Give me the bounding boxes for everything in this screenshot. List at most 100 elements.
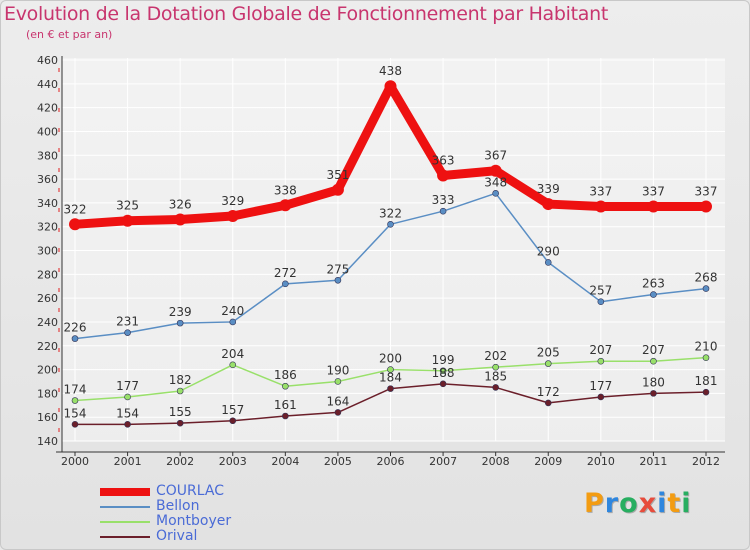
data-label: 339 xyxy=(537,182,560,196)
data-point xyxy=(702,285,710,292)
x-tick-label: 2004 xyxy=(271,455,299,468)
y-tick-label: 420 xyxy=(37,102,58,115)
data-point xyxy=(437,169,450,182)
data-label: 329 xyxy=(221,194,244,208)
logo-letter: t xyxy=(667,488,682,519)
data-point xyxy=(229,318,237,326)
y-tick-label: 460 xyxy=(37,54,58,67)
data-label: 337 xyxy=(642,184,665,198)
data-label: 239 xyxy=(169,305,192,319)
data-label: 272 xyxy=(274,266,297,280)
y-tick-label: 380 xyxy=(37,149,58,162)
data-label: 268 xyxy=(695,271,718,285)
chart-subtitle: (en € et par an) xyxy=(26,28,113,41)
legend-label: COURLAC xyxy=(156,483,224,499)
data-label: 164 xyxy=(326,394,349,408)
plot-area xyxy=(62,58,725,441)
data-point xyxy=(492,384,499,391)
data-label: 154 xyxy=(116,406,139,420)
logo-letter: r xyxy=(604,488,620,519)
logo-letter: o xyxy=(619,488,639,519)
logo-letter: i xyxy=(681,488,692,519)
data-point xyxy=(647,200,660,213)
data-point xyxy=(69,218,81,231)
x-tick-label: 2010 xyxy=(587,455,615,468)
data-label: 322 xyxy=(379,206,402,220)
data-point xyxy=(229,417,237,425)
data-point xyxy=(124,393,131,401)
data-label: 202 xyxy=(484,349,507,363)
y-tick-label: 220 xyxy=(37,340,58,353)
legend-swatch xyxy=(100,506,150,508)
series-points xyxy=(69,80,712,428)
y-tick-label: 400 xyxy=(37,125,58,138)
data-point xyxy=(334,409,342,416)
brand-logo: Proxiti xyxy=(584,488,692,519)
data-label: 333 xyxy=(432,193,455,207)
data-point xyxy=(71,397,79,404)
data-point xyxy=(331,183,344,196)
logo-letter: P xyxy=(584,488,605,519)
x-tick-label: 2009 xyxy=(534,455,562,468)
data-point xyxy=(282,412,289,420)
legend-label: Bellon xyxy=(156,498,200,514)
legend-label: Montboyer xyxy=(156,513,232,529)
data-label: 188 xyxy=(432,366,455,380)
data-label: 290 xyxy=(537,244,560,258)
data-label: 325 xyxy=(116,199,139,213)
y-tick-labels: 140 160 180 200 220 240 260 280 300 320 340 360 380 4… xyxy=(37,54,58,448)
y-tick-label: 200 xyxy=(37,364,58,377)
data-point xyxy=(489,164,502,177)
data-label: 157 xyxy=(221,403,244,417)
data-label: 207 xyxy=(589,343,612,357)
x-tick-label: 2003 xyxy=(219,455,247,468)
data-label: 326 xyxy=(169,198,192,212)
data-point xyxy=(176,387,184,395)
x-tick-label: 2012 xyxy=(692,455,720,468)
y-tick-label: 280 xyxy=(37,268,58,281)
data-point xyxy=(226,209,239,222)
x-tick-label: 2011 xyxy=(639,455,667,468)
y-tick-label: 360 xyxy=(37,173,58,186)
x-tick-label: 2000 xyxy=(61,455,89,468)
data-point xyxy=(176,419,184,427)
x-tick-label: 2006 xyxy=(377,455,405,468)
logo-letter: i xyxy=(657,488,668,519)
data-label: 337 xyxy=(589,184,612,198)
data-point xyxy=(650,357,657,365)
data-label: 231 xyxy=(116,315,139,329)
y-tick-label: 440 xyxy=(37,78,58,91)
y-tick-label: 160 xyxy=(37,411,58,424)
data-labels: 154 154 155 157 161 164 184 188 185 172 177 180 181 1… xyxy=(64,64,718,420)
y-tick-label: 140 xyxy=(37,435,58,448)
data-label: 438 xyxy=(379,64,402,78)
data-label: 367 xyxy=(484,149,507,163)
data-label: 184 xyxy=(379,371,402,385)
data-point xyxy=(542,198,555,211)
data-point xyxy=(334,378,342,385)
x-tick-label: 2001 xyxy=(114,455,142,468)
data-label: 351 xyxy=(326,168,349,182)
data-point xyxy=(650,390,657,397)
chart-title: Evolution de la Dotation Globale de Fonc… xyxy=(4,3,609,25)
grid-lines xyxy=(62,58,725,442)
data-point xyxy=(121,214,134,227)
y-tick-label: 340 xyxy=(37,197,58,210)
legend-swatch xyxy=(100,488,150,496)
data-label: 185 xyxy=(484,369,507,383)
data-point xyxy=(387,366,394,373)
data-label: 155 xyxy=(169,405,192,419)
axes xyxy=(56,56,725,456)
x-tick-label: 2007 xyxy=(429,455,457,468)
data-point xyxy=(174,213,187,226)
data-point xyxy=(594,200,607,213)
x-tick-label: 2005 xyxy=(324,455,352,468)
data-point xyxy=(124,329,131,336)
data-label: 177 xyxy=(116,379,139,393)
x-tick-labels: 2000 2001 2002 2003 2004 2005 2006 2007 2008 2009… xyxy=(61,455,720,468)
data-point xyxy=(492,190,499,197)
data-label: 207 xyxy=(642,343,665,357)
data-point xyxy=(229,361,237,369)
x-tick-label: 2002 xyxy=(166,455,194,468)
